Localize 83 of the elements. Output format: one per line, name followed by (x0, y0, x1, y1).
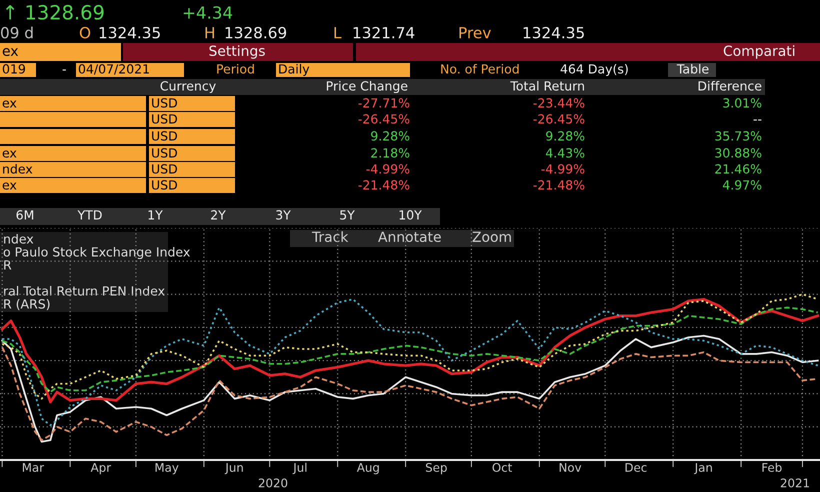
text: Track (312, 231, 348, 242)
text: Prev (460, 27, 491, 38)
text: Annotate (378, 232, 441, 242)
text: -4.99% (541, 164, 584, 174)
text: USD (152, 131, 177, 141)
text: USD (152, 148, 177, 158)
text: 5Y (340, 210, 355, 220)
text: 10Y (400, 210, 422, 220)
text: 09 d (1, 26, 33, 38)
text: Zoom (472, 232, 511, 242)
text: USD (152, 164, 177, 174)
text: ex (2, 48, 18, 56)
text: +4.34 (184, 6, 232, 19)
text: Table (676, 64, 708, 74)
text: - (62, 70, 66, 71)
text: 3.01% (723, 98, 762, 108)
text: 1328.69 (226, 26, 286, 38)
text: 1321.74 (354, 26, 414, 38)
text: 019 (2, 64, 25, 74)
text: 04/07/2021 (78, 64, 149, 75)
text: 1Y (148, 210, 163, 220)
text: 6M (16, 210, 34, 220)
text: 464 Day(s) (560, 64, 628, 76)
text: Period (217, 64, 254, 74)
text: 21.46% (715, 164, 762, 174)
text: YTD (78, 210, 102, 220)
text: o Paulo Stock Exchange Index (4, 246, 190, 260)
x-tick-label: Jan (694, 463, 712, 474)
text: ↑ 1328.69 (6, 4, 104, 20)
text: No. of Period (441, 64, 519, 74)
text: ex (2, 182, 16, 190)
text: -21.48% (533, 180, 584, 190)
text: USD (152, 114, 177, 124)
text: 1324.35 (100, 26, 160, 38)
text: -4.99% (366, 164, 410, 174)
x-tick-label: Jun (224, 463, 243, 474)
text: -26.45% (358, 114, 410, 124)
text: -26.45% (533, 114, 584, 124)
text: ndex (3, 164, 32, 174)
text: -21.48% (358, 180, 410, 190)
text: ndex (4, 234, 34, 244)
x-tick-label: Feb (762, 462, 782, 472)
text: Difference (698, 80, 762, 91)
text: 2Y (211, 210, 226, 220)
x-tick-label: Nov (560, 463, 582, 472)
x-tick-label: May (156, 463, 178, 474)
text: L (334, 27, 342, 38)
text: 35.73% (715, 131, 762, 141)
text: Total Return (510, 80, 584, 91)
text: Settings (209, 45, 265, 59)
annotation: ral Total Return PEN Index (4, 286, 165, 296)
x-tick-label: Sep (426, 462, 447, 474)
x-tick-label: Oct (492, 462, 512, 472)
text: R (4, 260, 12, 270)
text: O (80, 26, 90, 38)
text: 9.28% (371, 131, 410, 141)
text: Comparati (724, 45, 794, 59)
x-tick-label: Mar (22, 463, 44, 472)
text: USD (152, 180, 177, 190)
text: Price Change (326, 80, 408, 94)
text: Currency (160, 81, 216, 94)
text: 2021 (780, 478, 809, 488)
text: 4.97% (722, 180, 762, 190)
text: H (206, 27, 214, 38)
text: 3Y (276, 210, 291, 220)
text: -27.71% (358, 98, 410, 108)
text: 1324.35 (524, 26, 584, 38)
x-tick-label: Aug (356, 463, 379, 474)
text: USD (152, 98, 177, 108)
annotation: R (ARS) (4, 298, 50, 310)
text: ex (2, 150, 16, 158)
text: ex (2, 100, 16, 108)
text: 30.88% (715, 148, 762, 158)
text: 2020 (258, 478, 288, 488)
text: 2.18% (371, 148, 410, 158)
text: Daily (279, 64, 310, 76)
text: -23.44% (533, 98, 584, 108)
text: 9.28% (546, 131, 584, 141)
x-tick-label: Jul (292, 462, 306, 474)
x-tick-label: Dec (626, 463, 647, 472)
text: 4.43% (546, 148, 584, 158)
x-tick-label: Apr (90, 463, 112, 474)
text: -- (754, 120, 762, 121)
